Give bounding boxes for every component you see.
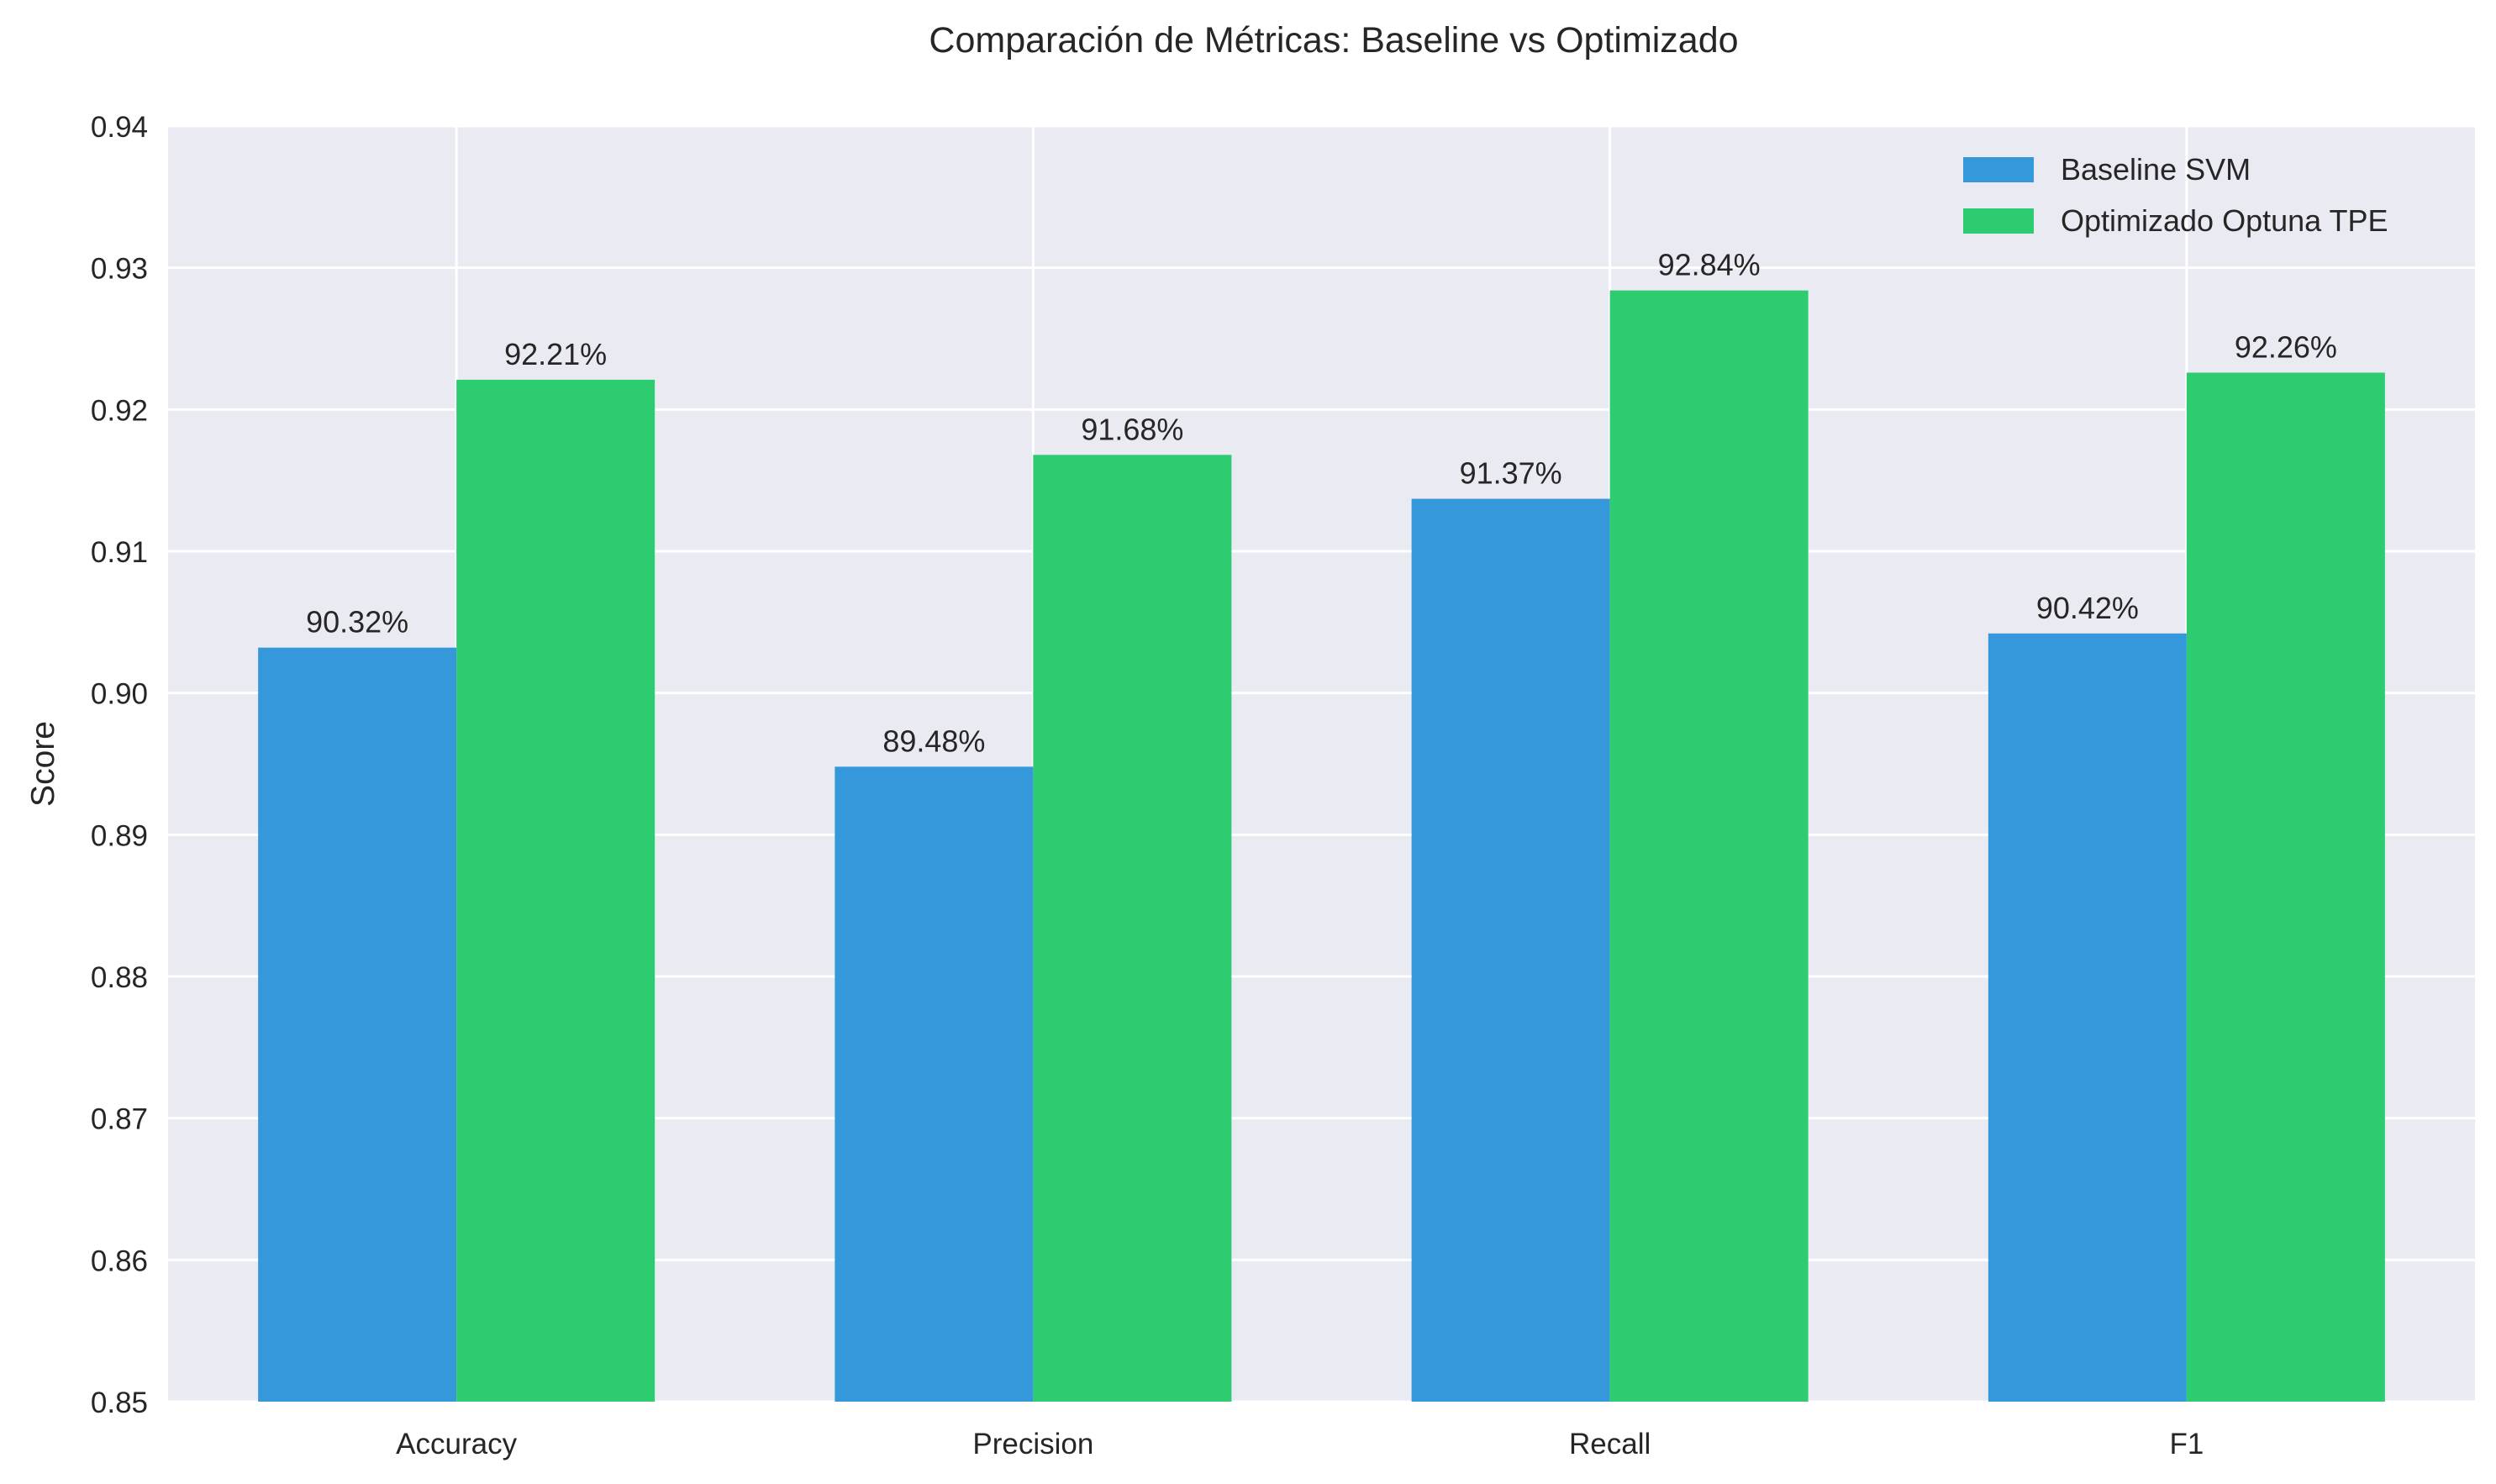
bar-value-label: 92.21% [504,337,607,371]
bar-value-label: 92.26% [2235,329,2337,364]
bar-value-label: 90.42% [2036,591,2139,625]
chart-title: Comparación de Métricas: Baseline vs Opt… [929,20,1738,61]
y-tick-label: 0.90 [91,678,148,711]
bars-layer: 90.32% 89.48% 91.37% 90.42% 92.21% 91.68% 92.8… [258,248,2385,1402]
bar-optimized [1609,290,1809,1402]
y-tick-label: 0.94 [91,111,148,144]
y-tick-label: 0.91 [91,536,148,569]
legend-label: Optimizado Optuna TPE [2061,203,2388,238]
bar-value-label: 91.68% [1081,412,1183,446]
y-tick-label: 0.86 [91,1245,148,1277]
x-tick-labels: Accuracy Precision Recall F1 [396,1428,2204,1460]
legend-swatch [1963,208,2034,234]
x-tick-label: F1 [2169,1428,2204,1460]
legend-swatch [1963,157,2034,182]
y-tick-label: 0.92 [91,394,148,427]
bar-value-label: 89.48% [882,724,985,758]
x-tick-label: Precision [972,1428,1093,1460]
y-tick-label: 0.88 [91,961,148,994]
bar-value-label: 90.32% [306,605,408,639]
y-axis-label: Score [25,721,61,807]
bar-value-label: 91.37% [1460,456,1562,491]
y-tick-label: 0.89 [91,819,148,852]
bar-optimized [456,379,656,1402]
y-tick-labels: 0.85 0.86 0.87 0.88 0.89 0.90 0.91 0.92 0.93 0.94 [91,111,148,1419]
bar-baseline [1988,633,2187,1402]
bar-baseline [258,647,457,1402]
bar-baseline [835,766,1034,1402]
legend: Baseline SVM Optimizado Optuna TPE [1963,152,2388,238]
bar-value-label: 92.84% [1658,248,1761,282]
y-tick-label: 0.87 [91,1103,148,1136]
x-tick-label: Recall [1569,1428,1651,1460]
y-tick-label: 0.85 [91,1387,148,1419]
legend-label: Baseline SVM [2061,152,2251,187]
y-tick-label: 0.93 [91,253,148,286]
bar-optimized [1033,455,1232,1402]
bar-optimized [2186,372,2385,1402]
x-tick-label: Accuracy [396,1428,517,1460]
bar-baseline [1411,498,1610,1402]
